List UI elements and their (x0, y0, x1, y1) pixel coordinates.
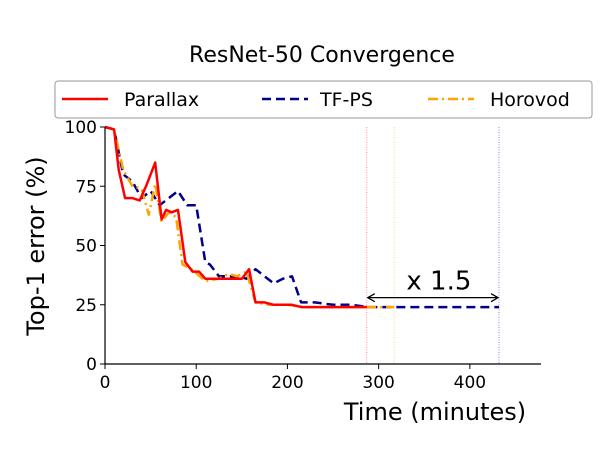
x-axis-ticks: 0 100 200 300 400 (100, 364, 486, 393)
reference-lines (366, 127, 500, 364)
series-lines (104, 125, 499, 309)
legend-label-tf-ps: TF-PS (319, 89, 373, 111)
y-axis-label: Top-1 error (%) (22, 156, 50, 336)
series-line-parallax (104, 125, 367, 309)
legend-frame (54, 80, 593, 119)
speedup-annotation: x 1.5 (366, 267, 500, 303)
chart-title: ResNet-50 Convergence (189, 43, 455, 68)
x-tick-label-0: 0 (100, 373, 111, 393)
speedup-arrowhead-left (366, 293, 376, 303)
speedup-arrowhead-right (490, 293, 500, 303)
legend: Parallax TF-PS Horovod (54, 80, 593, 119)
x-tick-label-200: 200 (271, 373, 303, 393)
legend-label-horovod: Horovod (490, 89, 570, 111)
y-tick-label-75: 75 (75, 177, 97, 197)
speedup-label: x 1.5 (406, 267, 471, 297)
y-tick-label-100: 100 (65, 118, 97, 138)
x-tick-label-400: 400 (454, 373, 486, 393)
legend-label-parallax: Parallax (124, 89, 199, 111)
y-tick-label-25: 25 (75, 296, 97, 316)
y-axis-ticks: 0 25 50 75 100 (65, 118, 105, 375)
y-tick-label-0: 0 (86, 355, 97, 375)
y-tick-label-50: 50 (75, 237, 97, 257)
x-tick-label-100: 100 (180, 373, 212, 393)
x-axis-label: Time (minutes) (343, 398, 526, 426)
x-tick-label-300: 300 (362, 373, 394, 393)
series-line-horovod (104, 125, 395, 309)
